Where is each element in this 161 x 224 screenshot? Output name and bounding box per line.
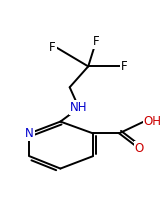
Text: F: F <box>49 41 56 54</box>
Text: O: O <box>135 142 144 155</box>
Text: N: N <box>25 127 34 140</box>
Text: NH: NH <box>70 101 88 114</box>
Text: F: F <box>93 35 99 48</box>
Text: OH: OH <box>144 115 161 128</box>
Text: F: F <box>121 60 127 73</box>
